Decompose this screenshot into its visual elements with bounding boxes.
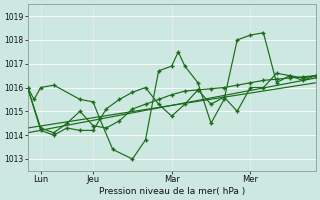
X-axis label: Pression niveau de la mer( hPa ): Pression niveau de la mer( hPa ) — [99, 187, 245, 196]
